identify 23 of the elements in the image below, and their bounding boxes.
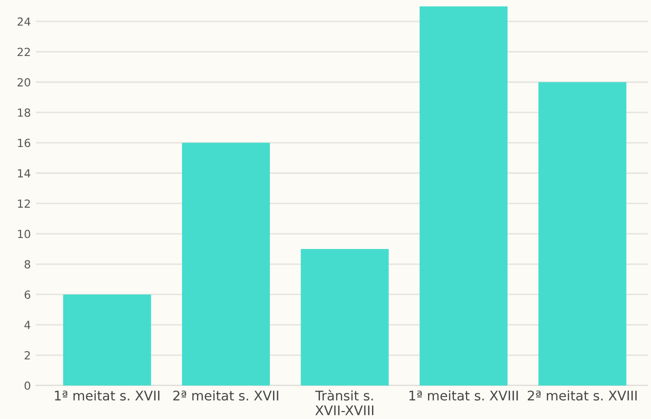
- y-tick-label: 12: [18, 199, 30, 208]
- x-tick-label: 2ª meitat s. XVII: [173, 390, 278, 401]
- x-tick-label: 1ª meitat s. XVII: [54, 390, 160, 401]
- y-tick-label: 6: [24, 290, 30, 299]
- y-tick-label: 4: [24, 320, 30, 330]
- y-tick-label: 2: [24, 351, 30, 360]
- y-tick-label: 0: [24, 381, 30, 390]
- y-tick-label: 18: [18, 108, 30, 117]
- x-tick-label: 2ª meitat s. XVIII: [528, 390, 637, 401]
- x-tick-label: Trànsit s. XVII-XVIII: [315, 390, 374, 416]
- bar: [63, 294, 152, 386]
- y-tick-label: 14: [18, 169, 30, 178]
- y-tick-label: 22: [18, 48, 30, 56]
- y-tick-label: 20: [18, 78, 30, 87]
- y-tick-label: 16: [18, 138, 30, 148]
- bar: [300, 248, 389, 386]
- bar: [182, 142, 270, 386]
- bar: [420, 6, 508, 386]
- x-tick-label: 1ª meitat s. XVIII: [409, 390, 518, 401]
- y-tick-label: 8: [24, 260, 30, 269]
- y-tick-label: 10: [18, 230, 30, 238]
- bar: [538, 82, 626, 386]
- y-tick-label: 24: [18, 17, 30, 26]
